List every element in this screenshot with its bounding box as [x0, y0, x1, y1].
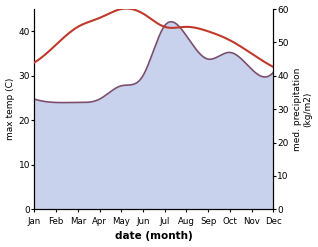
Y-axis label: max temp (C): max temp (C) — [5, 78, 15, 140]
X-axis label: date (month): date (month) — [115, 231, 193, 242]
Y-axis label: med. precipitation
(kg/m2): med. precipitation (kg/m2) — [293, 67, 313, 151]
